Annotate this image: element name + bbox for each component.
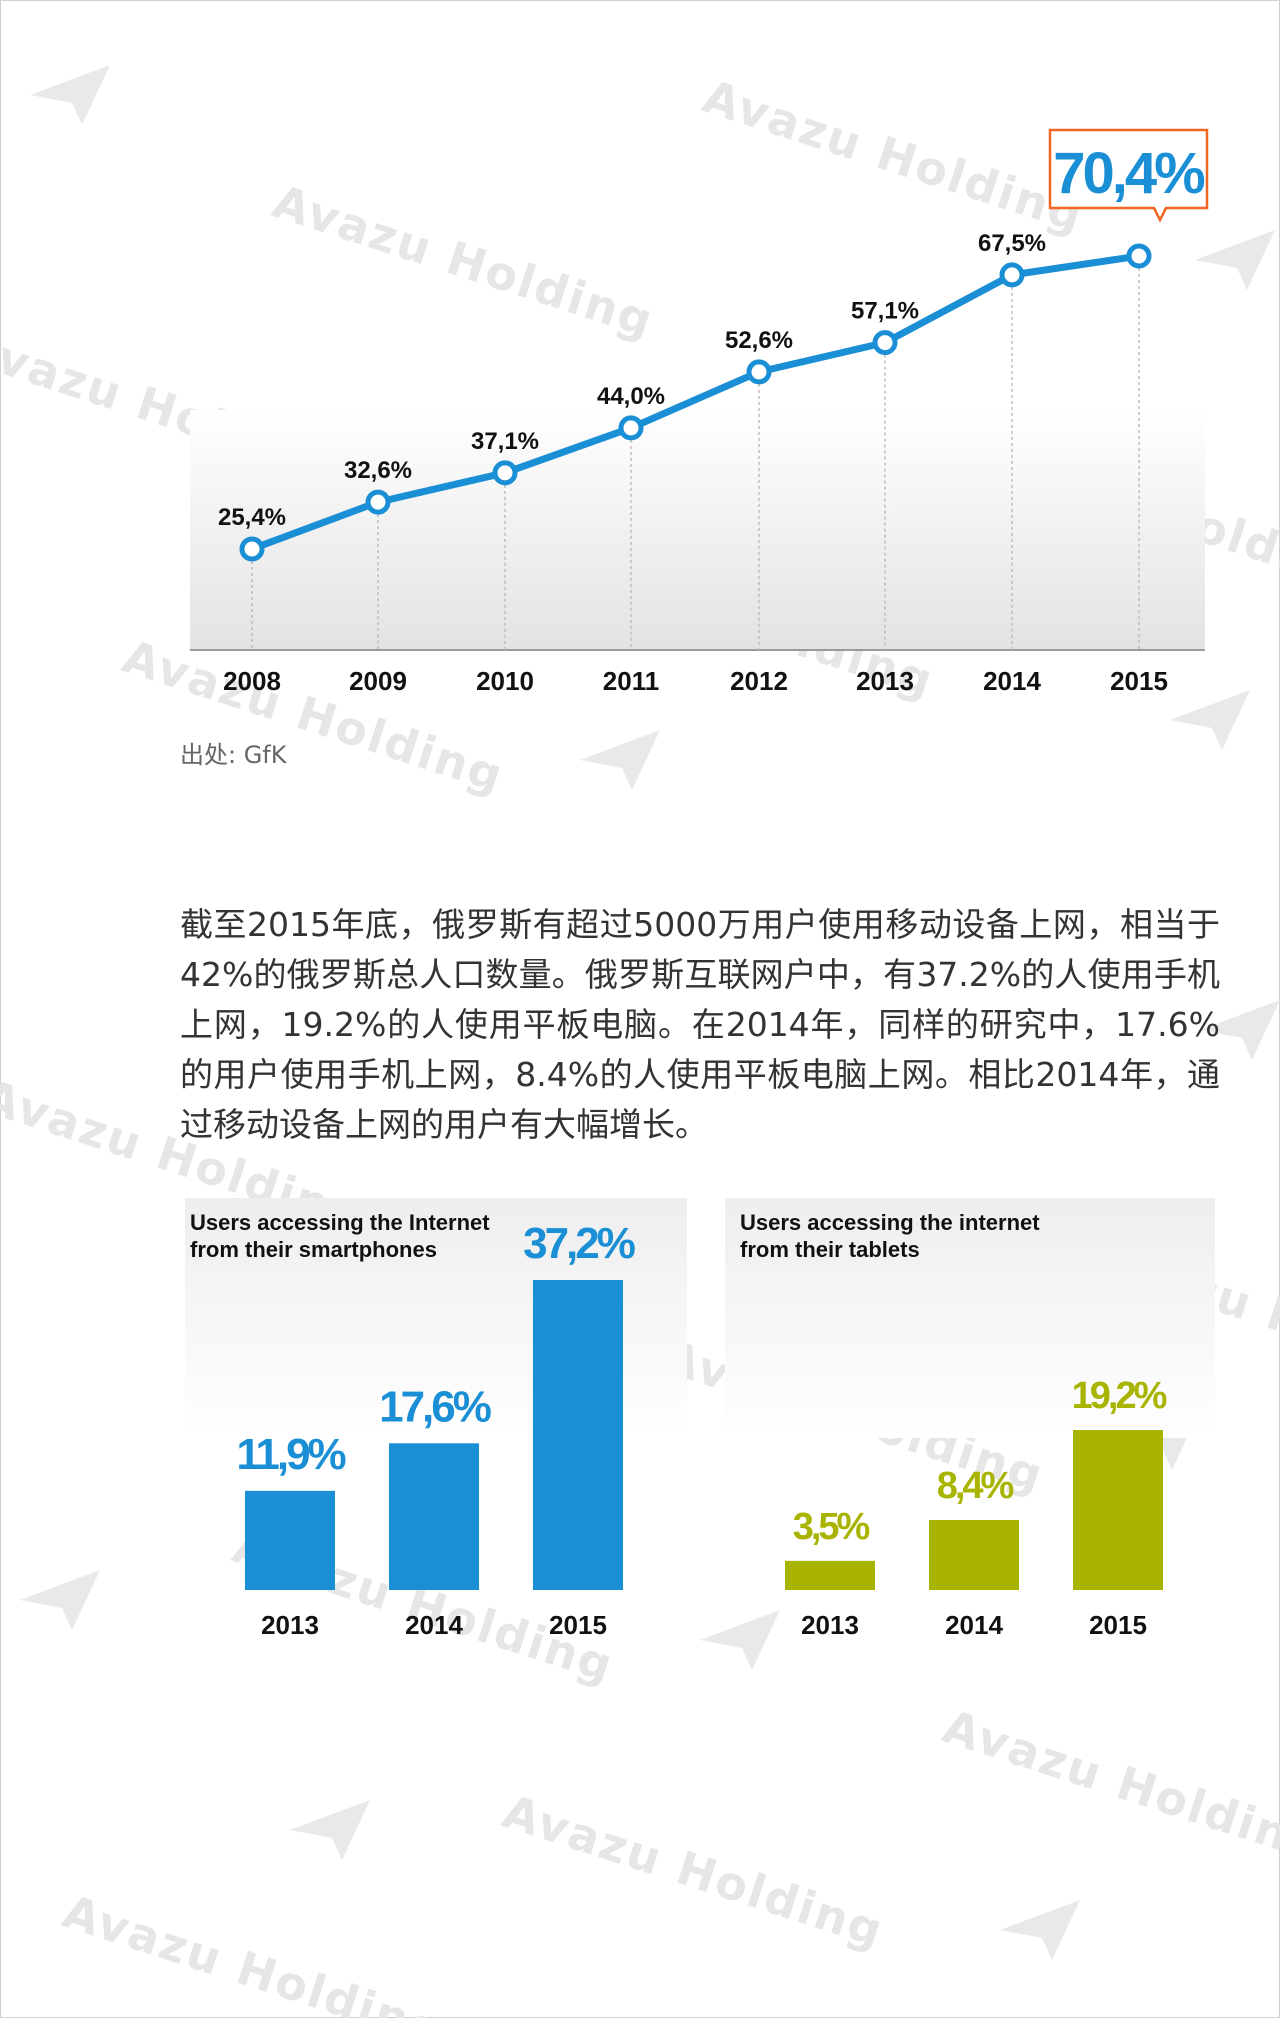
watermark-arrow-icon — [700, 1610, 780, 1670]
bar — [785, 1560, 875, 1590]
data-label: 37,1% — [471, 428, 539, 455]
bar-chart-title: from their tablets — [740, 1237, 920, 1262]
data-point — [1126, 243, 1152, 269]
bar — [389, 1443, 479, 1590]
data-label-highlight: 70,4% — [1053, 141, 1205, 206]
x-tick-label: 2010 — [476, 666, 534, 696]
bar-chart-title: from their smartphones — [190, 1237, 437, 1262]
x-tick-label: 2008 — [223, 666, 281, 696]
source-label: 出处: GfK — [180, 741, 287, 769]
x-tick-label: 2012 — [730, 666, 788, 696]
bar-category-label: 2015 — [1089, 1610, 1147, 1640]
data-point — [492, 460, 518, 486]
x-tick-label: 2013 — [856, 666, 914, 696]
data-point — [999, 262, 1025, 288]
bar-panel-background — [725, 1198, 1215, 1438]
body-paragraph: 截至2015年底，俄罗斯有超过5000万用户使用移动设备上网，相当于42%的俄罗… — [180, 905, 1220, 1144]
bar-category-label: 2013 — [261, 1610, 319, 1640]
bar — [929, 1520, 1019, 1590]
x-tick-label: 2009 — [349, 666, 407, 696]
data-label: 57,1% — [851, 298, 919, 325]
bar-data-label: 19,2% — [1072, 1375, 1167, 1417]
bar-chart-title: Users accessing the Internet — [190, 1210, 490, 1235]
data-label: 44,0% — [597, 383, 665, 410]
bar-data-label: 8,4% — [937, 1465, 1014, 1507]
line-chart: 25,4% 32,6% 37,1% 44,0% 52,6% 57,1% 67,5% 70,4%… — [190, 128, 1209, 696]
watermark-arrow-icon — [580, 730, 660, 790]
bar-data-label: 37,2% — [523, 1219, 635, 1268]
data-point — [746, 359, 772, 385]
watermark-arrow-icon — [1195, 230, 1275, 290]
data-point — [365, 489, 391, 515]
x-tick-label: 2011 — [603, 666, 659, 696]
bar-category-label: 2014 — [405, 1610, 463, 1640]
bar-chart-title: Users accessing the internet — [740, 1210, 1040, 1235]
watermark-arrow-icon — [30, 65, 110, 125]
bar-category-label: 2014 — [945, 1610, 1003, 1640]
bar-category-label: 2015 — [549, 1610, 607, 1640]
data-label: 67,5% — [978, 230, 1046, 257]
bar — [533, 1280, 623, 1590]
watermark-arrow-icon — [1170, 690, 1250, 750]
bar-data-label: 17,6% — [379, 1382, 491, 1431]
data-point — [872, 330, 898, 356]
bar — [1073, 1430, 1163, 1590]
x-tick-label: 2014 — [983, 666, 1041, 696]
data-point — [618, 415, 644, 441]
watermark-arrow-icon — [1200, 1000, 1280, 1060]
watermark-arrow-icon — [20, 1570, 100, 1630]
bar-category-label: 2013 — [801, 1610, 859, 1640]
x-tick-label: 2015 — [1110, 666, 1168, 696]
plot-background — [190, 410, 1205, 650]
watermark-arrow-icon — [1000, 1900, 1080, 1960]
watermark-arrow-icon — [290, 1800, 370, 1860]
series-line — [250, 252, 1140, 553]
bar-data-label: 3,5% — [793, 1506, 870, 1548]
callout-box — [1048, 128, 1209, 223]
bar — [245, 1490, 335, 1590]
data-label: 52,6% — [725, 327, 793, 354]
data-point — [239, 536, 265, 562]
data-label: 32,6% — [344, 457, 412, 484]
data-label: 25,4% — [218, 504, 286, 531]
bar-data-label: 11,9% — [236, 1430, 345, 1479]
